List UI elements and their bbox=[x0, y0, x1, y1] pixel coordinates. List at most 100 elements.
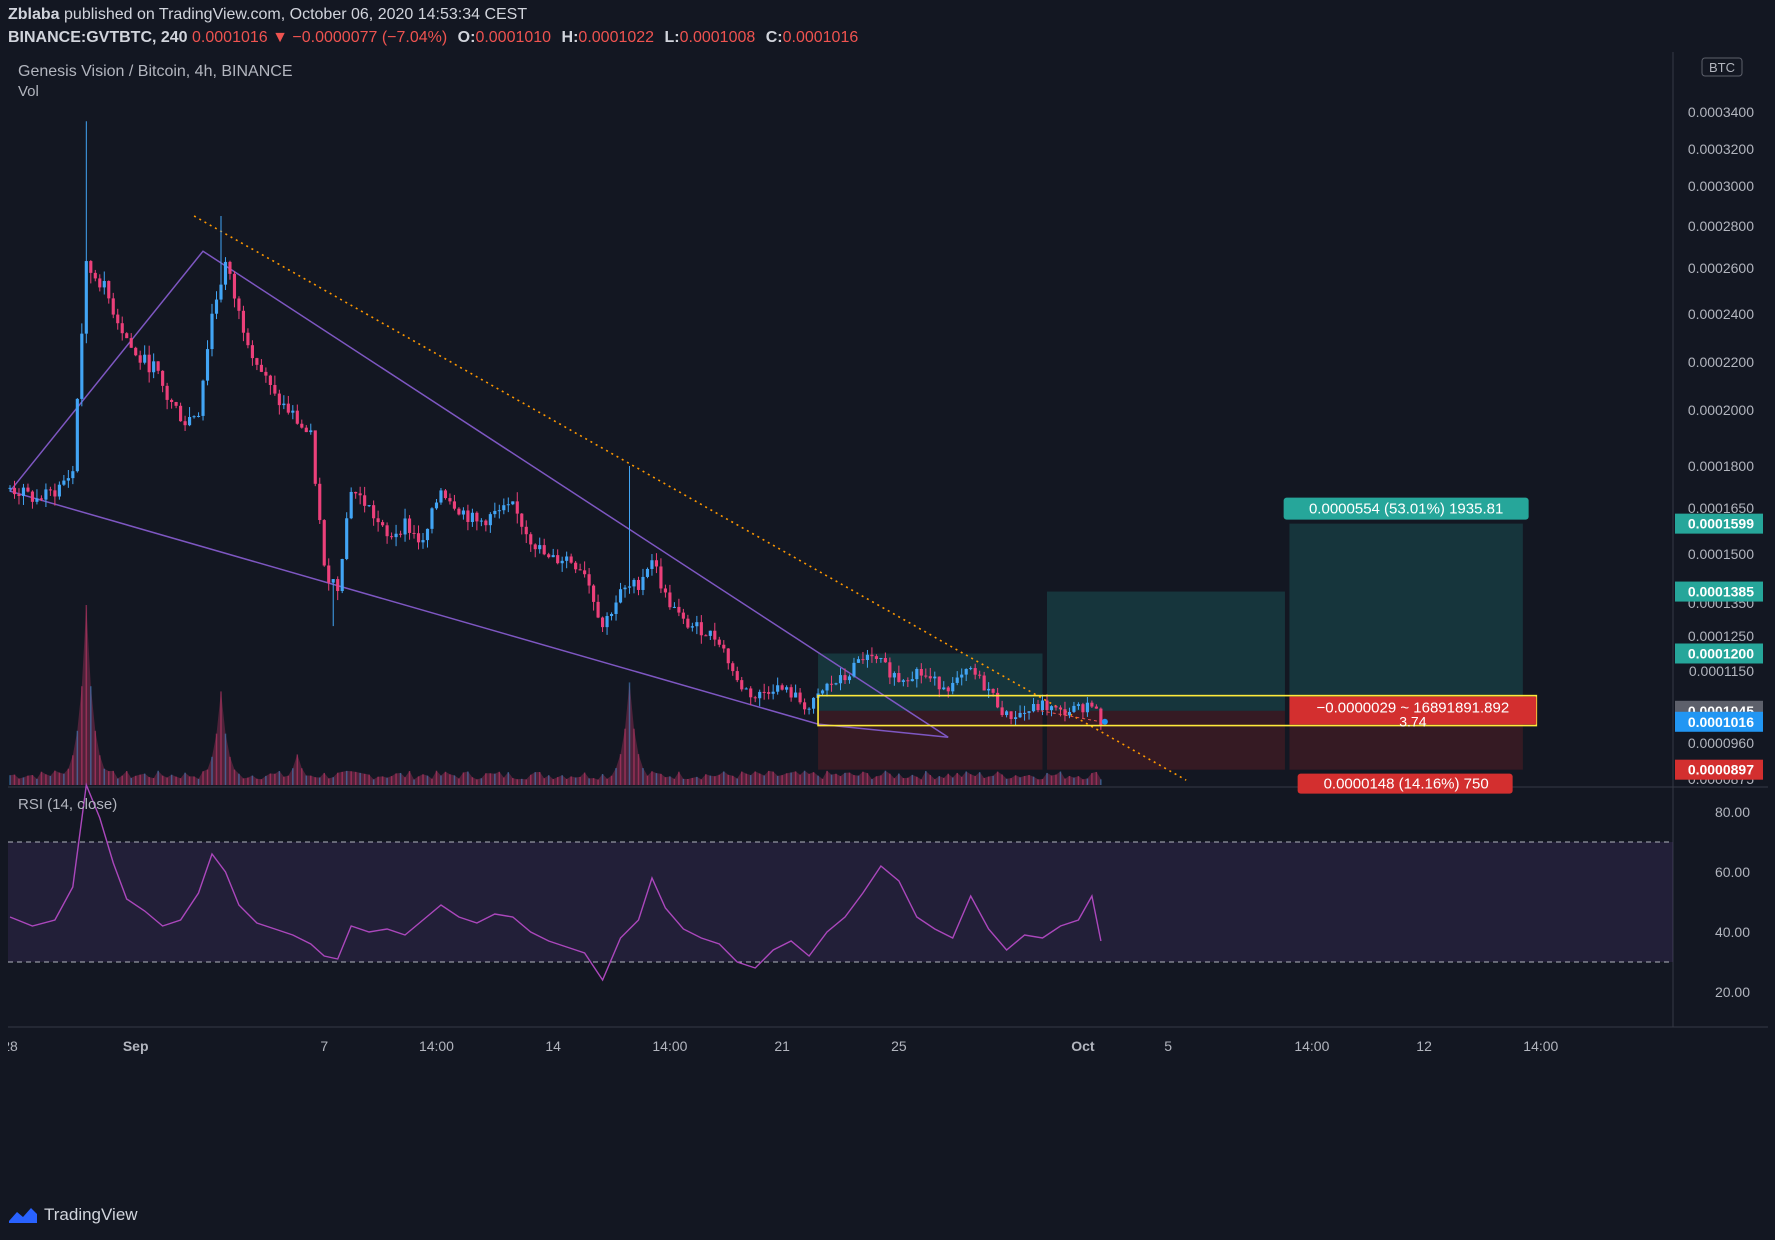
candle-body bbox=[71, 471, 75, 479]
candle-body bbox=[125, 333, 129, 339]
time-axis-tick: 7 bbox=[320, 1038, 328, 1054]
price-tag: 0.0001599 bbox=[1688, 516, 1754, 532]
candle-body bbox=[596, 601, 600, 618]
candle-body bbox=[376, 518, 380, 523]
candle-body bbox=[663, 588, 667, 593]
candle-body bbox=[937, 676, 941, 690]
candle-body bbox=[677, 606, 681, 613]
candle-body bbox=[250, 345, 254, 359]
wedge-upper-line[interactable] bbox=[9, 250, 949, 738]
candle-body bbox=[601, 617, 605, 628]
position-stop-box[interactable] bbox=[1047, 710, 1285, 770]
time-axis-tick: Oct bbox=[1071, 1038, 1095, 1054]
candle-body bbox=[771, 691, 775, 694]
candle-body bbox=[35, 498, 39, 502]
open-value: 0.0001010 bbox=[475, 29, 552, 46]
candle-body bbox=[641, 576, 645, 590]
candle-body bbox=[170, 399, 174, 403]
symbol-name[interactable]: BINANCE:GVTBTC, 240 bbox=[8, 29, 188, 46]
candle-body bbox=[390, 536, 394, 538]
candle-body bbox=[538, 545, 542, 550]
candle-body bbox=[1090, 702, 1094, 707]
candle-body bbox=[847, 676, 852, 681]
candle-body bbox=[825, 683, 829, 691]
position-target-box[interactable] bbox=[1047, 591, 1285, 711]
candle-body bbox=[174, 402, 178, 406]
candle-body bbox=[349, 491, 353, 519]
brand-name[interactable]: TradingView bbox=[44, 1205, 138, 1224]
position-target-box[interactable] bbox=[818, 653, 1043, 711]
candle-body bbox=[295, 410, 299, 424]
candle-body bbox=[982, 675, 986, 691]
chart-canvas[interactable]: 0.0003400 0.0003200 0.0003000 0.0002800 0.00… bbox=[8, 52, 1768, 1195]
candle-body bbox=[928, 676, 932, 679]
publish-info: Zblaba published on TradingView.com, Oct… bbox=[8, 6, 527, 24]
candle-body bbox=[533, 544, 537, 550]
candle-body bbox=[780, 685, 784, 690]
candle-body bbox=[475, 512, 479, 522]
candle-body bbox=[547, 554, 551, 558]
candle-body bbox=[93, 272, 97, 279]
candle-body bbox=[39, 498, 43, 500]
candle-body bbox=[1058, 707, 1063, 710]
price-tag-bg bbox=[1675, 581, 1763, 602]
candle-body bbox=[277, 393, 281, 406]
candle-body bbox=[183, 421, 187, 426]
candle-body bbox=[12, 487, 17, 495]
dotted-trendline[interactable] bbox=[193, 215, 1187, 781]
candle-body bbox=[951, 682, 955, 692]
candle-body bbox=[1063, 709, 1067, 716]
candle-body bbox=[129, 338, 133, 348]
candle-body bbox=[960, 674, 964, 678]
candle-body bbox=[713, 630, 717, 640]
candle-body bbox=[506, 504, 510, 506]
price-axis-tick: 0.0001650 bbox=[1688, 500, 1754, 516]
last-price-dot bbox=[1101, 718, 1108, 725]
close-label: C: bbox=[765, 29, 783, 46]
candle-body bbox=[942, 687, 946, 690]
candle-body bbox=[398, 533, 403, 535]
candle-body bbox=[744, 688, 748, 690]
currency-badge: BTC bbox=[1709, 60, 1735, 75]
candle-body bbox=[726, 648, 730, 664]
candle-body bbox=[618, 589, 623, 603]
position-target-box[interactable] bbox=[1289, 523, 1523, 711]
candle-body bbox=[978, 674, 982, 676]
candle-body bbox=[717, 639, 721, 645]
chart-title: Genesis Vision / Bitcoin, 4h, BINANCE bbox=[18, 63, 293, 80]
author-name[interactable]: Zblaba bbox=[8, 6, 60, 23]
candle-body bbox=[708, 630, 712, 636]
candle-body bbox=[520, 513, 524, 527]
candle-body bbox=[232, 273, 237, 299]
candle-body bbox=[1000, 707, 1004, 716]
candle-body bbox=[803, 702, 807, 710]
candle-body bbox=[753, 697, 757, 699]
candle-body bbox=[152, 361, 156, 373]
candle-body bbox=[470, 512, 474, 522]
candle-body bbox=[304, 427, 308, 433]
candle-body bbox=[1094, 706, 1098, 709]
price-axis-tick: 0.0000960 bbox=[1688, 735, 1754, 751]
candle-body bbox=[838, 675, 843, 684]
tradingview-logo-icon[interactable] bbox=[8, 1205, 38, 1225]
candle-body bbox=[991, 688, 995, 693]
price-axis-tick: 0.0002000 bbox=[1688, 402, 1754, 418]
time-axis-tick: 14:00 bbox=[1523, 1038, 1558, 1054]
candle-body bbox=[1045, 700, 1049, 711]
candle-body bbox=[345, 518, 349, 559]
candle-body bbox=[852, 662, 856, 677]
time-axis-tick: 25 bbox=[891, 1038, 907, 1054]
position-stop-box[interactable] bbox=[818, 710, 1043, 770]
candle-body bbox=[969, 668, 973, 670]
candle-body bbox=[416, 533, 421, 543]
candle-body bbox=[924, 675, 928, 677]
price-axis-tick: 0.0001800 bbox=[1688, 458, 1754, 474]
candle-body bbox=[690, 626, 694, 628]
candle-body bbox=[973, 668, 977, 675]
price-axis-tick: 0.0002400 bbox=[1688, 306, 1754, 322]
candle-body bbox=[569, 556, 573, 563]
candle-body bbox=[731, 663, 735, 672]
candle-body bbox=[565, 556, 569, 561]
rsi-line[interactable] bbox=[9, 782, 1102, 982]
candle-body bbox=[84, 261, 88, 334]
